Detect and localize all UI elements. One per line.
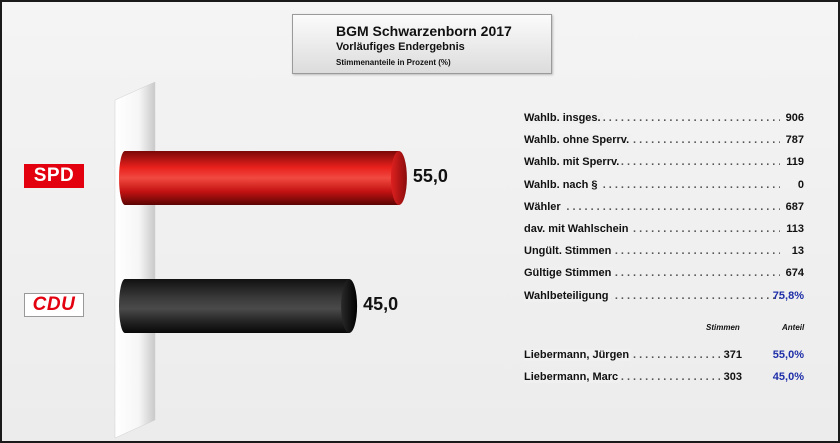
stat-label: Wahlbeteiligung	[524, 289, 611, 302]
stat-value: 75,8%	[772, 289, 804, 302]
stat-value: 13	[791, 245, 804, 258]
stat-label: Wahlb. insges.	[524, 112, 603, 124]
bar-spd	[119, 151, 407, 205]
candidate-row: ........................................…	[524, 349, 810, 369]
bar-cdu-body	[125, 279, 350, 333]
chart-subtitle: Vorläufiges Endergebnis	[336, 41, 465, 53]
candidate-name: Liebermann, Marc	[524, 371, 621, 383]
stat-row: ........................................…	[524, 200, 810, 221]
stat-value: 0	[797, 178, 804, 191]
bar-cdu-value-label: 45,0	[363, 294, 399, 314]
stat-label: dav. mit Wahlschein	[524, 223, 631, 235]
bar-spd-value-label: 55,0	[412, 166, 448, 186]
dot-leader: ........................................…	[524, 200, 780, 213]
candidate-votes: 371	[723, 349, 742, 361]
candidate-share: 55,0%	[772, 349, 804, 361]
header-share: Anteil	[782, 323, 805, 332]
bar-spd-cap	[390, 151, 407, 205]
stat-label: Wahlb. nach §	[524, 178, 600, 191]
stat-row: ........................................…	[524, 289, 810, 310]
stat-value: 119	[786, 156, 804, 169]
candidate-share: 45,0%	[772, 371, 804, 383]
candidate-name: Liebermann, Jürgen	[524, 349, 632, 361]
candidate-votes: 303	[723, 371, 742, 383]
candidate-row: ........................................…	[524, 371, 810, 391]
stat-row: ........................................…	[524, 267, 810, 287]
stat-row: ........................................…	[524, 245, 810, 265]
spd-logo: SPD	[24, 164, 84, 188]
title-box: BGM Schwarzenborn 2017 Vorläufiges Ender…	[292, 14, 552, 74]
header-votes: Stimmen	[706, 323, 740, 332]
stat-label: Ungült. Stimmen	[524, 245, 614, 258]
stat-row: ........................................…	[524, 178, 810, 199]
cdu-logo: CDU	[24, 293, 84, 317]
stat-label: Gültige Stimmen	[524, 267, 614, 280]
bar-cdu	[119, 279, 358, 333]
stat-row: ........................................…	[524, 112, 810, 132]
chart-note: Stimmenanteile in Prozent (%)	[336, 58, 451, 67]
chart-title: BGM Schwarzenborn 2017	[336, 23, 512, 39]
stat-value: 906	[785, 112, 804, 124]
stat-value: 674	[785, 267, 804, 280]
chart-wall	[114, 81, 156, 439]
stat-row: ........................................…	[524, 223, 810, 243]
bar-chart	[114, 81, 407, 439]
stat-row: ........................................…	[524, 156, 810, 176]
stat-value: 787	[785, 134, 804, 147]
stat-value: 113	[786, 223, 804, 235]
bar-spd-body	[125, 151, 399, 205]
stat-label: Wahlb. mit Sperrv.	[524, 156, 622, 169]
stat-label: Wahlb. ohne Sperrv.	[524, 134, 632, 147]
stat-value: 687	[785, 200, 804, 213]
stat-label: Wähler	[524, 200, 563, 213]
stat-row: ........................................…	[524, 134, 810, 154]
bar-cdu-cap	[341, 279, 358, 333]
